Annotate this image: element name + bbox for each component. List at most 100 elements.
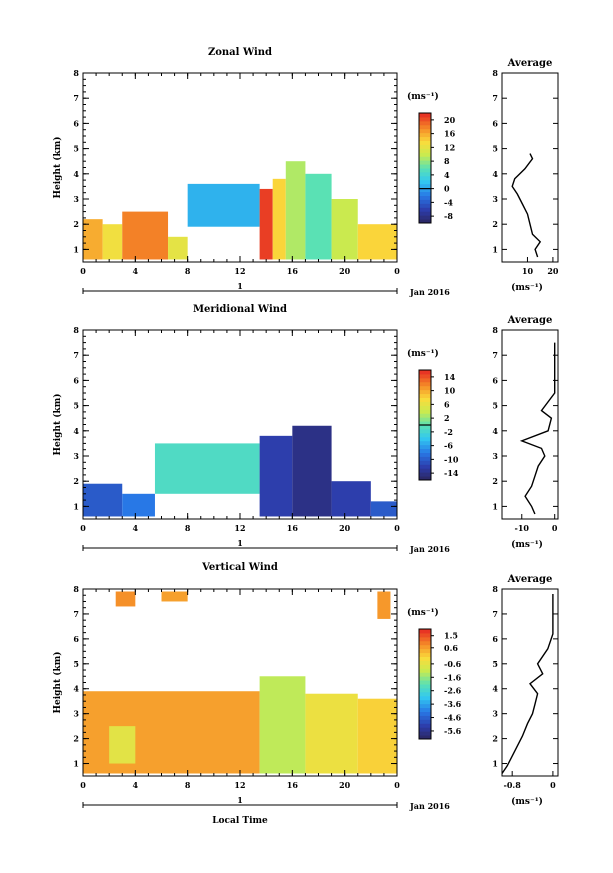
average-title: Average [507, 58, 553, 69]
average-profile-line [511, 153, 542, 258]
heatmap-cell [331, 199, 358, 260]
colorbar-segment [419, 691, 431, 697]
colorbar-segment [419, 385, 431, 391]
colorbar-segment [419, 168, 431, 173]
colorbar-segment [419, 664, 431, 669]
average-y-tick-label: 5 [492, 401, 498, 411]
date-label: Jan 2016 [409, 544, 450, 554]
panel-title: Vertical Wind [201, 562, 278, 573]
colorbar-segment [419, 672, 431, 677]
y-tick-label: 7 [73, 93, 79, 103]
colorbar-segment [419, 636, 431, 642]
colorbar-segment [419, 219, 431, 224]
average-y-tick-label: 4 [492, 426, 498, 436]
x-tick-label: 8 [185, 780, 191, 790]
average-title: Average [507, 315, 553, 326]
x-tick-label: 12 [234, 266, 245, 276]
colorbar-segment [419, 723, 431, 728]
colorbar-segment [419, 707, 431, 712]
y-tick-label: 1 [73, 759, 79, 769]
colorbar-tick-label: 0.6 [444, 643, 458, 653]
average-y-tick-label: 2 [492, 476, 498, 486]
average-frame [501, 329, 559, 520]
heatmap-cell [83, 483, 123, 517]
y-tick-label: 7 [73, 350, 79, 360]
x-tick-label: 8 [185, 523, 191, 533]
colorbar-segment [419, 164, 431, 169]
x-tick-label: 16 [287, 780, 299, 790]
colorbar-segment [419, 703, 431, 709]
colorbar-tick-label: 10 [444, 386, 456, 396]
heatmap-cell [115, 591, 136, 607]
y-tick-label: 4 [73, 426, 79, 436]
y-axis-label: Height (km) [52, 651, 63, 713]
colorbar-tick-label: 14 [444, 372, 456, 382]
colorbar-tick-label: -4 [444, 197, 453, 207]
x-tick-label: 12 [234, 523, 245, 533]
colorbar-tick-label: 2 [444, 413, 450, 423]
heatmap-cell [272, 178, 286, 260]
average-y-tick-label: 7 [492, 609, 498, 619]
colorbar-segment [419, 629, 431, 634]
x-tick-label: 0 [394, 523, 400, 533]
x-tick-label: 8 [185, 266, 191, 276]
colorbar-label: (ms⁻¹) [407, 607, 439, 618]
x-tick-label: 0 [394, 266, 400, 276]
colorbar-segment [419, 175, 431, 181]
y-tick-label: 8 [73, 325, 79, 335]
colorbar-segment [419, 632, 431, 638]
colorbar-segment [419, 425, 431, 430]
colorbar-segment [419, 171, 431, 177]
colorbar-segment [419, 640, 431, 646]
average-profile-line [519, 342, 556, 515]
colorbar-frame [418, 628, 432, 740]
y-tick-label: 2 [73, 476, 79, 486]
colorbar-segment [419, 687, 431, 693]
average-y-tick-label: 3 [492, 709, 498, 719]
colorbar-segment [419, 436, 431, 442]
colorbar-tick-label: 6 [444, 399, 450, 409]
day-label: 1 [237, 538, 243, 548]
colorbar-segment [419, 120, 431, 126]
y-tick-label: 5 [73, 659, 79, 669]
colorbar-segment [419, 152, 431, 157]
panel-title: Meridional Wind [193, 304, 287, 315]
colorbar-segment [419, 409, 431, 414]
colorbar-segment [419, 179, 431, 185]
colorbar-segment [419, 440, 431, 446]
colorbar-segment [419, 160, 431, 165]
colorbar-segment [419, 460, 431, 465]
date-label: Jan 2016 [409, 287, 450, 297]
average-x-tick-label: 0 [552, 523, 558, 533]
colorbar-segment [419, 464, 431, 469]
heatmap-cell [292, 425, 332, 517]
colorbar-segment [419, 444, 431, 450]
colorbar-segment [419, 132, 431, 138]
colorbar-segment [419, 211, 431, 216]
average-y-tick-label: 7 [492, 93, 498, 103]
colorbar-tick-label: 20 [444, 115, 456, 125]
heatmap-cell [168, 236, 188, 260]
colorbar-segment [419, 148, 431, 153]
average-y-tick-label: 6 [492, 118, 498, 128]
heatmap-cell [122, 493, 155, 517]
colorbar-segment [419, 448, 431, 453]
panel-title: Zonal Wind [208, 47, 272, 58]
heatmap-cell [357, 698, 397, 774]
x-tick-label: 20 [339, 523, 351, 533]
y-tick-label: 1 [73, 244, 79, 254]
x-tick-label: 12 [234, 780, 245, 790]
heatmap-cell [331, 481, 371, 517]
x-tick-label: 4 [133, 780, 139, 790]
average-y-tick-label: 8 [492, 584, 498, 594]
heatmap-cell [357, 224, 397, 260]
average-y-tick-label: 5 [492, 659, 498, 669]
average-y-tick-label: 1 [492, 501, 498, 511]
y-tick-label: 6 [73, 634, 79, 644]
colorbar-segment [419, 680, 431, 685]
colorbar-tick-label: 4 [444, 170, 450, 180]
colorbar-segment [419, 452, 431, 457]
colorbar-segment [419, 652, 431, 657]
heatmap-cell [259, 676, 306, 774]
colorbar-segment [419, 195, 431, 200]
